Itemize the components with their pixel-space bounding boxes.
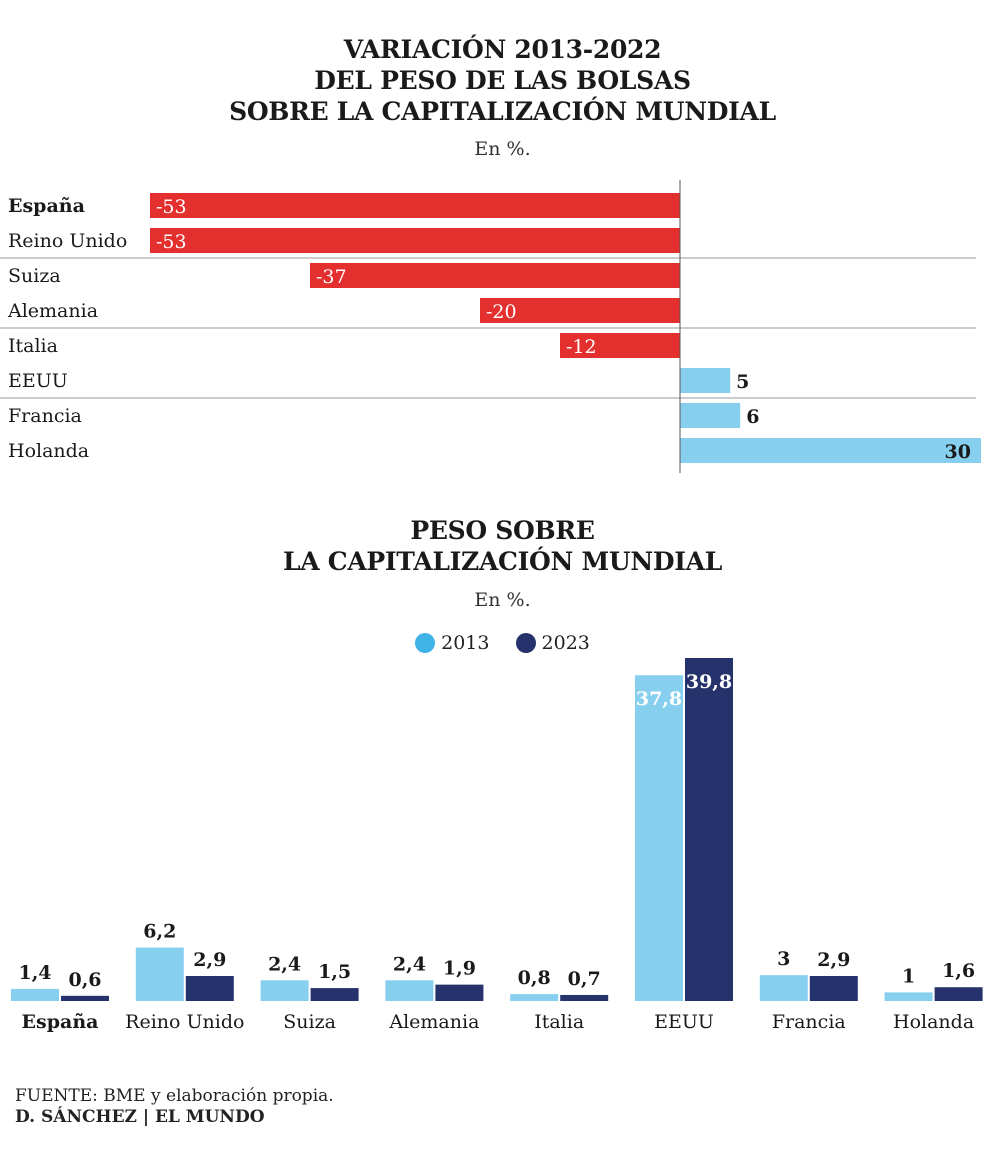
bar-reino-unido [150, 228, 680, 253]
chart2-title-line-1: PESO SOBRE [410, 516, 595, 545]
value-label-reino-unido: -53 [156, 231, 187, 253]
bar-eeuu-2023 [685, 658, 733, 1001]
value-label-francia: 6 [746, 406, 759, 428]
category-label-alemania: Alemania [388, 1011, 479, 1033]
category-label-holanda: Holanda [893, 1011, 974, 1033]
bar-alemania [480, 298, 680, 323]
bar-italia [560, 333, 680, 358]
bar-holanda-2013 [884, 992, 933, 1001]
value-label-eeuu: 5 [736, 371, 749, 393]
value-label-francia-2023: 2,9 [817, 949, 850, 971]
category-label-reino-unido: Reino Unido [125, 1011, 244, 1033]
category-label-eeuu: EEUU [8, 370, 68, 392]
legend-item-2013: 2013 [415, 632, 489, 654]
value-label-suiza-2013: 2,4 [268, 953, 301, 975]
legend-swatch-2023 [515, 633, 536, 653]
value-label-alemania-2023: 1,9 [443, 958, 476, 980]
category-label-espana: España [22, 1011, 99, 1033]
category-label-eeuu: EEUU [654, 1011, 714, 1033]
value-label-eeuu-2023: 39,8 [686, 671, 732, 693]
value-label-reino-unido-2023: 2,9 [193, 949, 226, 971]
value-label-italia-2023: 0,7 [568, 968, 601, 990]
bar-holanda-2023 [934, 987, 983, 1001]
bar-eeuu [680, 368, 731, 393]
value-label-espana-2013: 1,4 [18, 962, 51, 984]
category-label-francia: Francia [8, 405, 82, 427]
value-label-suiza-2023: 1,5 [318, 961, 351, 983]
bar-alemania-2013 [385, 980, 434, 1001]
category-label-italia: Italia [8, 335, 58, 357]
legend-label-2023: 2023 [541, 632, 590, 654]
chart1-title-line-3: SOBRE LA CAPITALIZACIÓN MUNDIAL [229, 97, 776, 126]
bar-suiza-2013 [260, 980, 309, 1001]
bar-italia-2013 [510, 994, 559, 1001]
chart1-title: VARIACIÓN 2013-2022 DEL PESO DE LAS BOLS… [0, 34, 990, 127]
value-label-alemania: -20 [486, 301, 517, 323]
variation-bar-chart: España -53 Reino Unido -53 Suiza -37 Alemania -… [0, 180, 981, 473]
credit-note: D. SÁNCHEZ | EL MUNDO [15, 1107, 265, 1127]
value-label-suiza: -37 [316, 266, 347, 288]
legend-item-2023: 2023 [515, 632, 590, 654]
value-label-italia-2013: 0,8 [518, 967, 551, 989]
value-label-holanda: 30 [945, 441, 971, 463]
category-label-holanda: Holanda [8, 440, 89, 462]
bar-eeuu-2013 [635, 675, 683, 1001]
bar-espana-2023 [61, 995, 109, 1001]
chart2-title: PESO SOBRE LA CAPITALIZACIÓN MUNDIAL [0, 515, 990, 577]
category-label-suiza: Suiza [8, 265, 61, 287]
bar-espana-2013 [11, 988, 59, 1001]
category-label-italia: Italia [534, 1011, 584, 1033]
category-label-francia: Francia [772, 1011, 846, 1033]
category-label-alemania: Alemania [7, 300, 98, 322]
bar-francia-2013 [759, 975, 808, 1001]
source-note: FUENTE: BME y elaboración propia. [15, 1086, 334, 1106]
bar-francia-2023 [809, 976, 858, 1001]
bar-reino-unido-2023 [185, 976, 234, 1001]
bar-francia [680, 403, 741, 428]
chart2-subtitle: En %. [474, 589, 531, 611]
value-label-espana-2023: 0,6 [68, 969, 101, 991]
value-label-alemania-2013: 2,4 [393, 953, 426, 975]
category-label-reino-unido: Reino Unido [8, 230, 127, 252]
legend-swatch-2013 [415, 633, 436, 653]
bar-italia-2023 [560, 994, 609, 1001]
chart2-title-line-2: LA CAPITALIZACIÓN MUNDIAL [282, 547, 723, 576]
chart1-title-line-2: DEL PESO DE LAS BOLSAS [314, 66, 691, 95]
bar-alemania-2023 [435, 984, 484, 1001]
value-label-eeuu-2013: 37,8 [636, 688, 682, 710]
category-label-suiza: Suiza [283, 1011, 336, 1033]
bar-holanda [680, 438, 981, 463]
bar-suiza-2023 [310, 988, 359, 1001]
value-label-holanda-2013: 1 [902, 965, 915, 987]
value-label-holanda-2023: 1,6 [942, 960, 975, 982]
category-label-espana: España [8, 195, 85, 217]
chart1-subtitle: En %. [474, 138, 531, 160]
value-label-francia-2013: 3 [777, 948, 790, 970]
value-label-italia: -12 [566, 336, 597, 358]
bar-suiza [310, 263, 680, 288]
legend-label-2013: 2013 [441, 632, 490, 654]
value-label-reino-unido-2013: 6,2 [143, 921, 176, 943]
chart2-legend: 2013 2023 [0, 632, 990, 658]
bar-reino-unido-2013 [135, 947, 184, 1001]
value-label-espana: -53 [156, 196, 187, 218]
bar-espana [150, 193, 680, 218]
chart1-title-line-1: VARIACIÓN 2013-2022 [343, 35, 662, 64]
